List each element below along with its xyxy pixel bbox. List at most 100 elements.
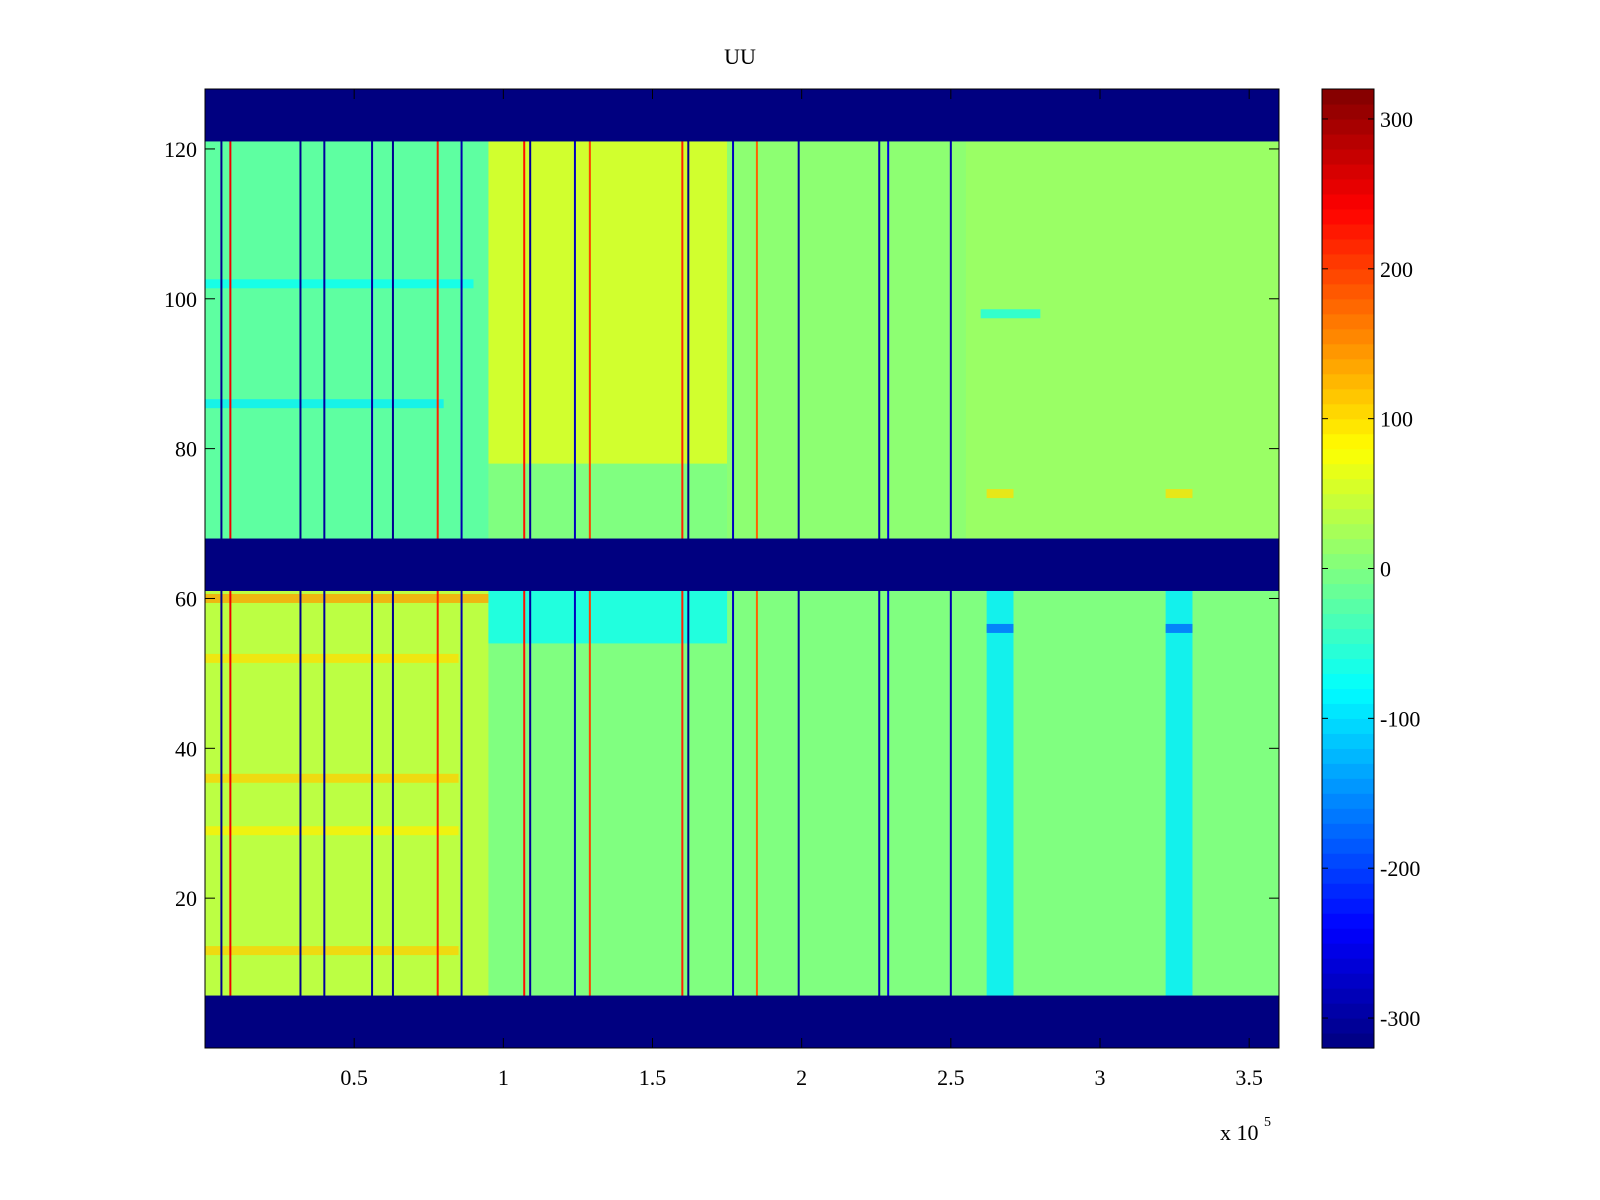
colorbar-swatch [1322, 208, 1374, 225]
colorbar-swatch [1322, 568, 1374, 585]
x-tick-label: 1 [498, 1065, 509, 1090]
colorbar-swatch [1322, 358, 1374, 375]
colorbar-swatch [1322, 89, 1374, 105]
colorbar-swatch [1322, 703, 1374, 719]
colorbar-swatch [1322, 733, 1374, 749]
heatmap-region [205, 141, 489, 539]
colorbar-swatch [1322, 808, 1374, 824]
colorbar-swatch [1322, 283, 1374, 300]
heatmap-streak [1165, 623, 1193, 633]
x-tick-label: 1.5 [639, 1065, 667, 1090]
y-axis: 20 40 60 80 100 120 [164, 137, 1279, 911]
x-tick-label: 2 [796, 1065, 807, 1090]
colorbar-swatch [1322, 628, 1374, 645]
colorbar-swatch [1322, 538, 1374, 555]
colorbar-swatch [1322, 268, 1374, 285]
colorbar [1322, 89, 1374, 1049]
y-tick-label: 40 [175, 736, 197, 761]
x-tick-label: 3 [1095, 1065, 1106, 1090]
heatmap-streak [1165, 489, 1193, 499]
y-tick-label: 120 [164, 137, 197, 162]
colorbar-tick-label: -200 [1380, 856, 1420, 881]
colorbar-swatch [1322, 1003, 1374, 1019]
colorbar-swatch [1322, 163, 1374, 180]
colorbar-swatch [1322, 988, 1374, 1004]
colorbar-tick-label: -300 [1380, 1006, 1420, 1031]
colorbar-swatch [1322, 658, 1374, 674]
colorbar-swatch [1322, 478, 1374, 495]
colorbar-swatch [1322, 193, 1374, 210]
chart-title: UU [724, 44, 756, 69]
colorbar-swatch [1322, 823, 1374, 839]
colorbar-swatch [1322, 868, 1374, 884]
colorbar-tick-label: 0 [1380, 557, 1391, 582]
y-tick-label: 100 [164, 287, 197, 312]
y-tick-label: 20 [175, 886, 197, 911]
masked-band [205, 89, 1279, 142]
colorbar-swatch [1322, 748, 1374, 764]
y-tick-label: 60 [175, 586, 197, 611]
colorbar-swatch [1322, 103, 1374, 120]
colorbar-swatch [1322, 523, 1374, 540]
masked-band [205, 538, 1279, 591]
heatmap-region [205, 590, 489, 996]
colorbar-swatch [1322, 943, 1374, 959]
colorbar-swatch [1322, 763, 1374, 779]
colorbar-swatch [1322, 838, 1374, 854]
plot-area [205, 89, 1279, 1048]
heatmap-streak [205, 826, 459, 836]
colorbar-swatch [1322, 898, 1374, 914]
colorbar-swatch [1322, 583, 1374, 600]
colorbar-swatch [1322, 493, 1374, 510]
x-tick-label: 3.5 [1235, 1065, 1263, 1090]
colorbar-swatch [1322, 388, 1374, 405]
masked-band [205, 995, 1279, 1048]
colorbar-swatch [1322, 553, 1374, 570]
colorbar-swatch [1322, 778, 1374, 794]
colorbar-swatch [1322, 148, 1374, 165]
colorbar-swatch [1322, 718, 1374, 734]
heatmap-region [1165, 590, 1193, 996]
heatmap-streak [986, 623, 1014, 633]
x-exponent-base: x 10 [1220, 1120, 1259, 1145]
heatmap-streak [986, 489, 1014, 499]
colorbar-swatch [1322, 463, 1374, 480]
heatmap-region [965, 141, 1279, 539]
colorbar-swatch [1322, 328, 1374, 345]
colorbar-swatch [1322, 253, 1374, 270]
colorbar-swatch [1322, 913, 1374, 929]
colorbar-swatch [1322, 373, 1374, 390]
colorbar-swatch [1322, 238, 1374, 255]
colorbar-swatch [1322, 613, 1374, 630]
plot-frame [204, 88, 1280, 1049]
colorbar-swatch [1322, 313, 1374, 330]
x-exponent-power: 5 [1264, 1115, 1271, 1130]
colorbar-swatch [1322, 433, 1374, 450]
heatmap-streak [205, 773, 459, 783]
colorbar-swatch [1322, 508, 1374, 525]
x-axis: 0.5 1 1.5 2 2.5 3 3.5 [340, 89, 1263, 1090]
colorbar-swatch [1322, 973, 1374, 989]
heatmap-streak [205, 946, 459, 956]
y-tick-label: 80 [175, 437, 197, 462]
colorbar-swatch [1322, 643, 1374, 660]
colorbar-swatch [1322, 178, 1374, 195]
colorbar-tick-label: 100 [1380, 407, 1413, 432]
colorbar-swatch [1322, 673, 1374, 689]
colorbar-swatch [1322, 118, 1374, 135]
colorbar-swatch [1322, 298, 1374, 315]
colorbar-swatch [1322, 793, 1374, 809]
colorbar-swatch [1322, 958, 1374, 974]
colorbar-swatch [1322, 448, 1374, 465]
colorbar-swatch [1322, 133, 1374, 150]
colorbar-tick-label: 300 [1380, 107, 1413, 132]
heatmap-streak [205, 279, 474, 289]
colorbar-swatch [1322, 1018, 1374, 1034]
colorbar-swatch [1322, 1033, 1374, 1049]
heatmap-region [986, 590, 1014, 996]
colorbar-swatch [1322, 418, 1374, 435]
colorbar-swatch [1322, 928, 1374, 944]
x-tick-label: 0.5 [340, 1065, 368, 1090]
colorbar-swatch [1322, 403, 1374, 420]
